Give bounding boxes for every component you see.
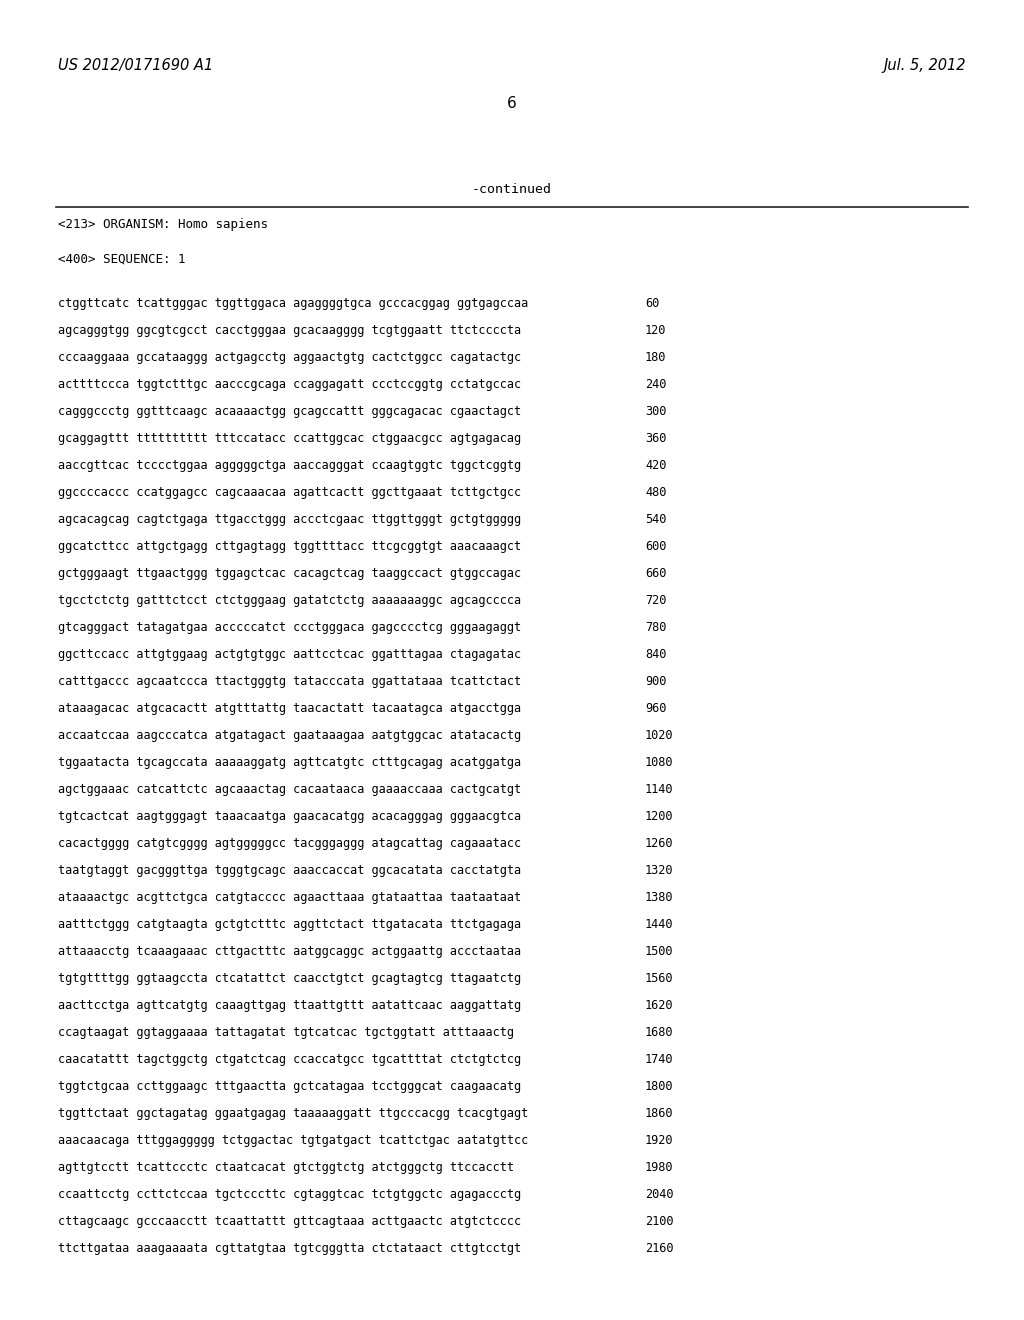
Text: 1680: 1680 (645, 1026, 674, 1039)
Text: 720: 720 (645, 594, 667, 607)
Text: 1860: 1860 (645, 1107, 674, 1119)
Text: catttgaccc agcaatccca ttactgggtg tatacccata ggattataaa tcattctact: catttgaccc agcaatccca ttactgggtg tataccc… (58, 675, 521, 688)
Text: 1800: 1800 (645, 1080, 674, 1093)
Text: 60: 60 (645, 297, 659, 310)
Text: 1620: 1620 (645, 999, 674, 1012)
Text: aatttctggg catgtaagta gctgtctttc aggttctact ttgatacata ttctgagaga: aatttctggg catgtaagta gctgtctttc aggttct… (58, 917, 521, 931)
Text: tggtctgcaa ccttggaagc tttgaactta gctcatagaa tcctgggcat caagaacatg: tggtctgcaa ccttggaagc tttgaactta gctcata… (58, 1080, 521, 1093)
Text: 780: 780 (645, 620, 667, 634)
Text: <213> ORGANISM: Homo sapiens: <213> ORGANISM: Homo sapiens (58, 218, 268, 231)
Text: 1560: 1560 (645, 972, 674, 985)
Text: 1200: 1200 (645, 810, 674, 822)
Text: <400> SEQUENCE: 1: <400> SEQUENCE: 1 (58, 253, 185, 267)
Text: 300: 300 (645, 405, 667, 418)
Text: aacttcctga agttcatgtg caaagttgag ttaattgttt aatattcaac aaggattatg: aacttcctga agttcatgtg caaagttgag ttaattg… (58, 999, 521, 1012)
Text: agcagggtgg ggcgtcgcct cacctgggaa gcacaagggg tcgtggaatt ttctccccta: agcagggtgg ggcgtcgcct cacctgggaa gcacaag… (58, 323, 521, 337)
Text: ataaaactgc acgttctgca catgtacccc agaacttaaa gtataattaa taataataat: ataaaactgc acgttctgca catgtacccc agaactt… (58, 891, 521, 904)
Text: 480: 480 (645, 486, 667, 499)
Text: 420: 420 (645, 459, 667, 473)
Text: cagggccctg ggtttcaagc acaaaactgg gcagccattt gggcagacac cgaactagct: cagggccctg ggtttcaagc acaaaactgg gcagcca… (58, 405, 521, 418)
Text: gcaggagttt tttttttttt tttccatacc ccattggcac ctggaacgcc agtgagacag: gcaggagttt tttttttttt tttccatacc ccattgg… (58, 432, 521, 445)
Text: gctgggaagt ttgaactggg tggagctcac cacagctcag taaggccact gtggccagac: gctgggaagt ttgaactggg tggagctcac cacagct… (58, 568, 521, 579)
Text: 1080: 1080 (645, 756, 674, 770)
Text: 1740: 1740 (645, 1053, 674, 1067)
Text: 660: 660 (645, 568, 667, 579)
Text: 180: 180 (645, 351, 667, 364)
Text: 1260: 1260 (645, 837, 674, 850)
Text: tggaatacta tgcagccata aaaaaggatg agttcatgtc ctttgcagag acatggatga: tggaatacta tgcagccata aaaaaggatg agttcat… (58, 756, 521, 770)
Text: ggcttccacc attgtggaag actgtgtggc aattcctcac ggatttagaa ctagagatac: ggcttccacc attgtggaag actgtgtggc aattcct… (58, 648, 521, 661)
Text: tgtcactcat aagtgggagt taaacaatga gaacacatgg acacagggag gggaacgtca: tgtcactcat aagtgggagt taaacaatga gaacaca… (58, 810, 521, 822)
Text: 240: 240 (645, 378, 667, 391)
Text: aaccgttcac tcccctggaa agggggctga aaccagggat ccaagtggtc tggctcggtg: aaccgttcac tcccctggaa agggggctga aaccagg… (58, 459, 521, 473)
Text: agcacagcag cagtctgaga ttgacctggg accctcgaac ttggttgggt gctgtggggg: agcacagcag cagtctgaga ttgacctggg accctcg… (58, 513, 521, 525)
Text: accaatccaa aagcccatca atgatagact gaataaagaa aatgtggcac atatacactg: accaatccaa aagcccatca atgatagact gaataaa… (58, 729, 521, 742)
Text: attaaacctg tcaaagaaac cttgactttc aatggcaggc actggaattg accctaataa: attaaacctg tcaaagaaac cttgactttc aatggca… (58, 945, 521, 958)
Text: agttgtcctt tcattccctc ctaatcacat gtctggtctg atctgggctg ttccacctt: agttgtcctt tcattccctc ctaatcacat gtctggt… (58, 1162, 514, 1173)
Text: 600: 600 (645, 540, 667, 553)
Text: 2160: 2160 (645, 1242, 674, 1255)
Text: 1320: 1320 (645, 865, 674, 876)
Text: taatgtaggt gacgggttga tgggtgcagc aaaccaccat ggcacatata cacctatgta: taatgtaggt gacgggttga tgggtgcagc aaaccac… (58, 865, 521, 876)
Text: 2040: 2040 (645, 1188, 674, 1201)
Text: -continued: -continued (472, 183, 552, 195)
Text: 1920: 1920 (645, 1134, 674, 1147)
Text: 2100: 2100 (645, 1214, 674, 1228)
Text: 960: 960 (645, 702, 667, 715)
Text: 360: 360 (645, 432, 667, 445)
Text: Jul. 5, 2012: Jul. 5, 2012 (884, 58, 966, 73)
Text: 1500: 1500 (645, 945, 674, 958)
Text: cccaaggaaa gccataaggg actgagcctg aggaactgtg cactctggcc cagatactgc: cccaaggaaa gccataaggg actgagcctg aggaact… (58, 351, 521, 364)
Text: 1440: 1440 (645, 917, 674, 931)
Text: 6: 6 (507, 96, 517, 111)
Text: agctggaaac catcattctc agcaaactag cacaataaca gaaaaccaaa cactgcatgt: agctggaaac catcattctc agcaaactag cacaata… (58, 783, 521, 796)
Text: 900: 900 (645, 675, 667, 688)
Text: ggcatcttcc attgctgagg cttgagtagg tggttttacc ttcgcggtgt aaacaaagct: ggcatcttcc attgctgagg cttgagtagg tggtttt… (58, 540, 521, 553)
Text: tggttctaat ggctagatag ggaatgagag taaaaaggatt ttgcccacgg tcacgtgagt: tggttctaat ggctagatag ggaatgagag taaaaag… (58, 1107, 528, 1119)
Text: ataaagacac atgcacactt atgtttattg taacactatt tacaatagca atgacctgga: ataaagacac atgcacactt atgtttattg taacact… (58, 702, 521, 715)
Text: 840: 840 (645, 648, 667, 661)
Text: cacactgggg catgtcgggg agtgggggcc tacgggaggg atagcattag cagaaatacc: cacactgggg catgtcgggg agtgggggcc tacggga… (58, 837, 521, 850)
Text: ccaattcctg ccttctccaa tgctcccttc cgtaggtcac tctgtggctc agagaccctg: ccaattcctg ccttctccaa tgctcccttc cgtaggt… (58, 1188, 521, 1201)
Text: cttagcaagc gcccaacctt tcaattattt gttcagtaaa acttgaactc atgtctcccc: cttagcaagc gcccaacctt tcaattattt gttcagt… (58, 1214, 521, 1228)
Text: ggccccaccc ccatggagcc cagcaaacaa agattcactt ggcttgaaat tcttgctgcc: ggccccaccc ccatggagcc cagcaaacaa agattca… (58, 486, 521, 499)
Text: caacatattt tagctggctg ctgatctcag ccaccatgcc tgcattttat ctctgtctcg: caacatattt tagctggctg ctgatctcag ccaccat… (58, 1053, 521, 1067)
Text: acttttccca tggtctttgc aacccgcaga ccaggagatt ccctccggtg cctatgccac: acttttccca tggtctttgc aacccgcaga ccaggag… (58, 378, 521, 391)
Text: tgtgttttgg ggtaagccta ctcatattct caacctgtct gcagtagtcg ttagaatctg: tgtgttttgg ggtaagccta ctcatattct caacctg… (58, 972, 521, 985)
Text: 1980: 1980 (645, 1162, 674, 1173)
Text: 120: 120 (645, 323, 667, 337)
Text: ttcttgataa aaagaaaata cgttatgtaa tgtcgggtta ctctataact cttgtcctgt: ttcttgataa aaagaaaata cgttatgtaa tgtcggg… (58, 1242, 521, 1255)
Text: 540: 540 (645, 513, 667, 525)
Text: US 2012/0171690 A1: US 2012/0171690 A1 (58, 58, 213, 73)
Text: ctggttcatc tcattgggac tggttggaca agaggggtgca gcccacggag ggtgagccaa: ctggttcatc tcattgggac tggttggaca agagggg… (58, 297, 528, 310)
Text: 1020: 1020 (645, 729, 674, 742)
Text: aaacaacaga tttggaggggg tctggactac tgtgatgact tcattctgac aatatgttcc: aaacaacaga tttggaggggg tctggactac tgtgat… (58, 1134, 528, 1147)
Text: ccagtaagat ggtaggaaaa tattagatat tgtcatcac tgctggtatt atttaaactg: ccagtaagat ggtaggaaaa tattagatat tgtcatc… (58, 1026, 514, 1039)
Text: 1140: 1140 (645, 783, 674, 796)
Text: tgcctctctg gatttctcct ctctgggaag gatatctctg aaaaaaaggc agcagcccca: tgcctctctg gatttctcct ctctgggaag gatatct… (58, 594, 521, 607)
Text: gtcagggact tatagatgaa acccccatct ccctgggaca gagcccctcg gggaagaggt: gtcagggact tatagatgaa acccccatct ccctggg… (58, 620, 521, 634)
Text: 1380: 1380 (645, 891, 674, 904)
